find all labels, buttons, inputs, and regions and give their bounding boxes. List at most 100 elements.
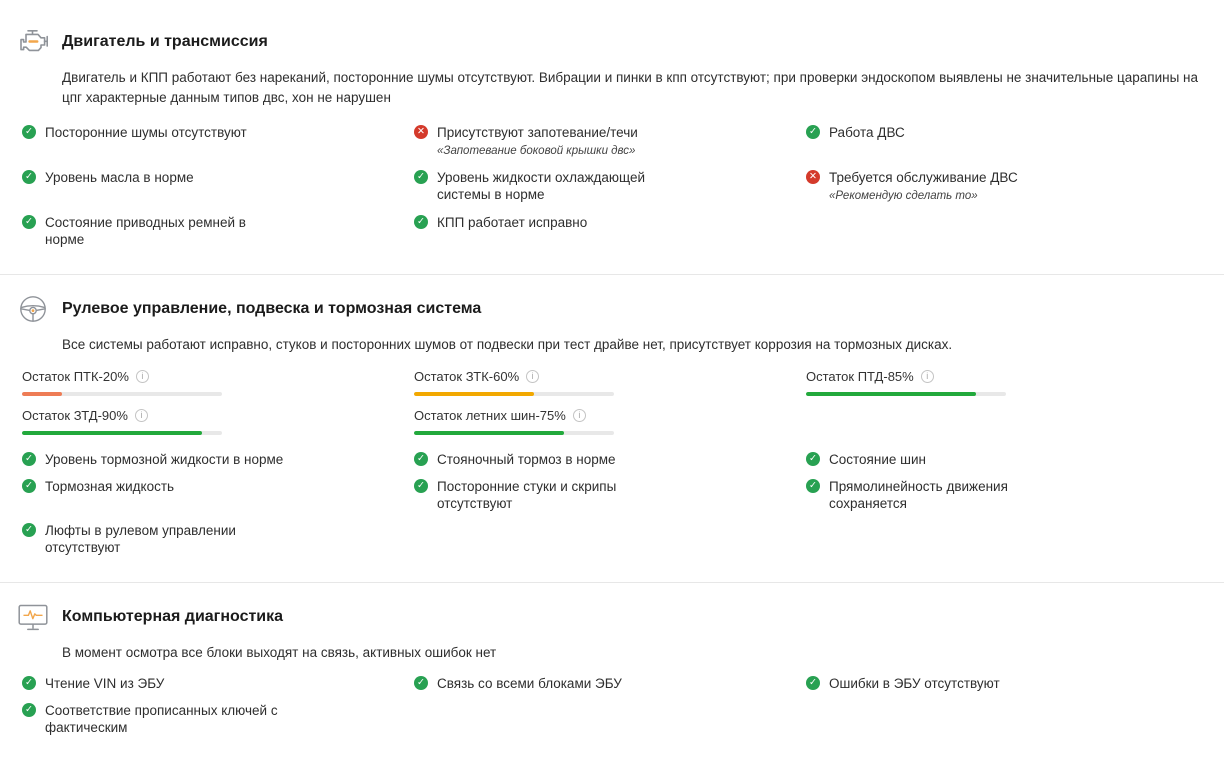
check-icon: ✓	[806, 452, 820, 466]
check-item: ✓ Уровень жидкости охлаждающей системы в…	[414, 169, 806, 204]
check-item: ✓ Уровень масла в норме	[22, 169, 414, 204]
check-item-note: «Рекомендую сделать то»	[829, 190, 978, 202]
check-item-label: Состояние шин	[829, 452, 926, 467]
check-item-label: Чтение VIN из ЭБУ	[45, 676, 165, 691]
check-item: ✓ Состояние шин	[806, 451, 1210, 468]
check-icon: ✓	[22, 125, 36, 139]
section-computer-diagnostics: Компьютерная диагностика В момент осмотр…	[18, 603, 1210, 736]
section-header: Компьютерная диагностика	[16, 603, 1210, 631]
section-description: В момент осмотра все блоки выходят на св…	[62, 645, 497, 660]
info-icon[interactable]: i	[134, 409, 148, 422]
section-title: Компьютерная диагностика	[62, 608, 284, 625]
meter-label: Остаток летних шин-75%	[414, 408, 566, 423]
engine-icon	[16, 28, 50, 56]
meter-track	[22, 431, 222, 435]
check-items-grid: ✓ Посторонние шумы отсутствуют ✕ Присутс…	[22, 124, 1210, 248]
info-icon[interactable]: i	[572, 409, 586, 422]
check-item: ✓ Уровень тормозной жидкости в норме	[22, 451, 414, 468]
meter-track	[22, 392, 222, 396]
check-item-label: Тормозная жидкость	[45, 479, 175, 494]
check-item-note: «Запотевание боковой крышки двс»	[437, 145, 636, 157]
check-icon: ✓	[806, 676, 820, 690]
meter-label: Остаток ПТД-85%	[806, 369, 914, 384]
wear-meter: Остаток ПТД-85% i	[806, 369, 1210, 396]
check-icon: ✓	[414, 452, 428, 466]
check-item: ✓ Работа ДВС	[806, 124, 1210, 159]
wear-meters-grid: Остаток ПТК-20% i Остаток ЗТК-60% i Оста…	[22, 369, 1210, 435]
meter-track	[414, 431, 614, 435]
check-item-label: Работа ДВС	[829, 125, 905, 140]
check-item: ✓ Состояние приводных ремней в норме	[22, 214, 414, 248]
check-icon: ✓	[414, 215, 428, 229]
section-description: Все системы работают исправно, стуков и …	[62, 337, 953, 352]
check-icon: ✓	[22, 703, 36, 717]
check-item-label: Требуется обслуживание ДВС	[829, 170, 1018, 185]
check-item: ✓ Соответствие прописанных ключей с факт…	[22, 702, 414, 736]
check-item-label: Связь со всеми блоками ЭБУ	[437, 676, 622, 691]
check-item-label: Посторонние шумы отсутствуют	[45, 125, 247, 140]
check-icon: ✓	[22, 523, 36, 537]
meter-fill	[22, 431, 202, 435]
check-icon: ✓	[22, 215, 36, 229]
meter-label: Остаток ЗТД-90%	[22, 408, 128, 423]
check-item: ✓ Тормозная жидкость	[22, 478, 414, 512]
section-header: Двигатель и трансмиссия	[16, 28, 1210, 56]
steering-wheel-icon	[16, 295, 50, 323]
check-icon: ✓	[806, 125, 820, 139]
meter-fill	[22, 392, 62, 396]
diagnostics-monitor-icon	[16, 603, 50, 631]
cross-icon: ✕	[806, 170, 820, 184]
wear-meter: Остаток ЗТК-60% i	[414, 369, 806, 396]
section-steering-suspension-brakes: Рулевое управление, подвеска и тормозная…	[20, 295, 1210, 556]
check-item-label: Стояночный тормоз в норме	[437, 452, 616, 467]
check-icon: ✓	[22, 170, 36, 184]
check-item: ✓ КПП работает исправно	[414, 214, 806, 248]
check-item-label: Прямолинейность движения сохраняется	[829, 479, 1008, 511]
check-item: ✓ Стояночный тормоз в норме	[414, 451, 806, 468]
check-item: ✓ Посторонние стуки и скрипы отсутствуют	[414, 478, 806, 512]
wear-meter: Остаток ПТК-20% i	[22, 369, 414, 396]
check-item-label: Уровень масла в норме	[45, 170, 194, 185]
check-item: ✕ Требуется обслуживание ДВС «Рекомендую…	[806, 169, 1210, 204]
check-item-label: КПП работает исправно	[437, 215, 588, 230]
meter-label: Остаток ПТК-20%	[22, 369, 129, 384]
check-icon: ✓	[414, 676, 428, 690]
wear-meter: Остаток летних шин-75% i	[414, 408, 806, 435]
check-item: ✓ Связь со всеми блоками ЭБУ	[414, 675, 806, 692]
meter-fill	[414, 431, 564, 435]
check-item: ✓ Чтение VIN из ЭБУ	[22, 675, 414, 692]
check-item-label: Ошибки в ЭБУ отсутствуют	[829, 676, 1000, 691]
cross-icon: ✕	[414, 125, 428, 139]
section-divider	[0, 582, 1224, 583]
check-item-label: Уровень тормозной жидкости в норме	[45, 452, 284, 467]
meter-label: Остаток ЗТК-60%	[414, 369, 520, 384]
check-item-label: Уровень жидкости охлаждающей системы в н…	[437, 170, 646, 202]
info-icon[interactable]: i	[920, 370, 934, 383]
check-item: ✓ Прямолинейность движения сохраняется	[806, 478, 1210, 512]
check-item-label: Присутствуют запотевание/течи	[437, 125, 638, 140]
wear-meter: Остаток ЗТД-90% i	[22, 408, 414, 435]
check-icon: ✓	[22, 479, 36, 493]
meter-track	[414, 392, 614, 396]
info-icon[interactable]: i	[135, 370, 149, 383]
meter-fill	[806, 392, 976, 396]
check-item-label: Люфты в рулевом управлении отсутствуют	[45, 523, 236, 555]
check-icon: ✓	[414, 479, 428, 493]
check-items-grid: ✓ Чтение VIN из ЭБУ ✓ Связь со всеми бло…	[22, 675, 1210, 736]
check-items-grid: ✓ Уровень тормозной жидкости в норме ✓ С…	[22, 451, 1210, 556]
meter-fill	[414, 392, 534, 396]
check-item-label: Посторонние стуки и скрипы отсутствуют	[437, 479, 617, 511]
section-engine-transmission: Двигатель и трансмиссия Двигатель и КПП …	[20, 28, 1210, 248]
check-icon: ✓	[22, 676, 36, 690]
info-icon[interactable]: i	[526, 370, 540, 383]
section-title: Двигатель и трансмиссия	[62, 33, 268, 50]
check-icon: ✓	[806, 479, 820, 493]
check-icon: ✓	[414, 170, 428, 184]
check-item: ✕ Присутствуют запотевание/течи «Запотев…	[414, 124, 806, 159]
check-item: ✓ Люфты в рулевом управлении отсутствуют	[22, 522, 414, 556]
check-item: ✓ Посторонние шумы отсутствуют	[22, 124, 414, 159]
section-divider	[0, 274, 1224, 275]
check-icon: ✓	[22, 452, 36, 466]
section-description: Двигатель и КПП работают без нареканий, …	[62, 70, 1198, 105]
